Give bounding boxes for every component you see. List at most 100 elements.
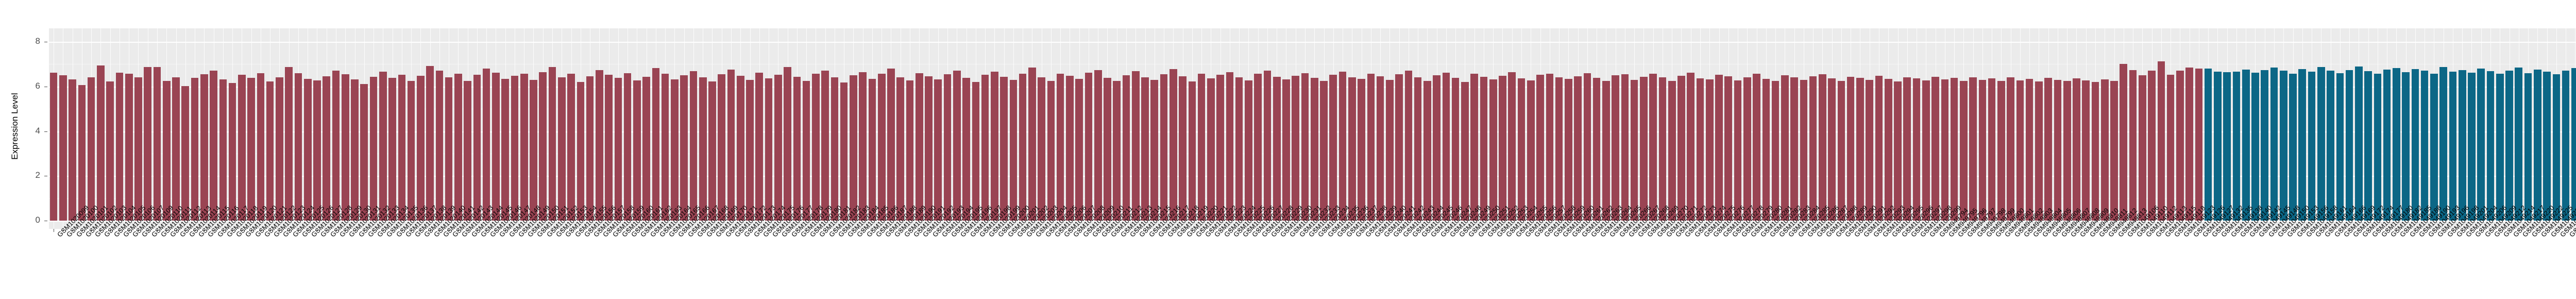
bar[interactable] (1433, 75, 1440, 221)
bar[interactable] (1809, 76, 1817, 221)
bar[interactable] (2298, 69, 2307, 221)
bar[interactable] (934, 79, 942, 221)
bar[interactable] (1555, 77, 1563, 221)
bar[interactable] (868, 79, 876, 221)
bar[interactable] (520, 74, 528, 221)
bar[interactable] (2486, 71, 2495, 221)
bar[interactable] (755, 72, 764, 221)
bar[interactable] (2374, 74, 2382, 221)
bar[interactable] (1207, 78, 1215, 221)
bar[interactable] (1640, 76, 1648, 221)
bar[interactable] (1846, 76, 1855, 221)
bar[interactable] (323, 76, 331, 221)
bar[interactable] (464, 80, 471, 221)
bar[interactable] (257, 73, 265, 221)
bar[interactable] (2035, 81, 2043, 221)
bar[interactable] (1790, 77, 1798, 221)
bar[interactable] (435, 71, 444, 221)
bar[interactable] (831, 77, 839, 221)
bar[interactable] (1310, 78, 1318, 221)
bar[interactable] (1602, 81, 1610, 221)
bar[interactable] (1094, 70, 1102, 221)
bar[interactable] (2139, 75, 2146, 221)
bar[interactable] (303, 78, 312, 221)
bar[interactable] (181, 86, 190, 221)
bar[interactable] (2016, 80, 2024, 221)
bar[interactable] (294, 73, 302, 221)
bar[interactable] (1226, 72, 1234, 221)
bar[interactable] (332, 70, 340, 221)
bar[interactable] (2148, 71, 2156, 221)
bar[interactable] (1499, 75, 1506, 221)
bar[interactable] (1527, 80, 1535, 221)
bar[interactable] (2393, 68, 2400, 221)
bar[interactable] (1254, 74, 1262, 221)
bar[interactable] (727, 69, 735, 221)
bar[interactable] (1649, 74, 1657, 221)
bar[interactable] (1922, 80, 1930, 221)
bar[interactable] (2552, 74, 2561, 221)
bar[interactable] (1141, 77, 1149, 221)
bar[interactable] (652, 68, 660, 221)
bar[interactable] (59, 75, 67, 221)
bar[interactable] (106, 81, 114, 221)
bar[interactable] (1828, 78, 1836, 221)
bar[interactable] (511, 75, 519, 221)
bar[interactable] (981, 75, 989, 221)
bar[interactable] (1866, 79, 1874, 221)
bar[interactable] (1837, 80, 1845, 221)
bar[interactable] (2515, 68, 2523, 221)
bar[interactable] (1884, 79, 1892, 221)
bar[interactable] (586, 76, 594, 221)
bar[interactable] (1997, 81, 2005, 221)
bar[interactable] (1677, 75, 1685, 221)
bar[interactable] (1038, 77, 1045, 221)
bar[interactable] (2232, 72, 2241, 221)
bar[interactable] (200, 74, 208, 221)
bar[interactable] (1292, 75, 1300, 221)
bar[interactable] (943, 74, 952, 221)
bar[interactable] (1630, 79, 1638, 221)
bar[interactable] (2261, 70, 2269, 221)
bar[interactable] (2562, 71, 2570, 221)
bar[interactable] (1084, 72, 1093, 221)
bar[interactable] (906, 80, 914, 221)
bar[interactable] (2242, 69, 2250, 221)
bar[interactable] (1856, 78, 1864, 221)
bar[interactable] (2524, 73, 2532, 221)
bar[interactable] (1536, 75, 1544, 221)
bar[interactable] (1047, 81, 1055, 221)
bar[interactable] (530, 79, 537, 221)
bar[interactable] (1000, 76, 1008, 221)
bar[interactable] (1150, 79, 1159, 221)
bar[interactable] (2439, 67, 2447, 221)
bar[interactable] (445, 77, 453, 221)
bar[interactable] (2110, 81, 2118, 221)
bar[interactable] (1338, 72, 1347, 221)
bar[interactable] (2449, 72, 2457, 221)
bar[interactable] (2054, 79, 2062, 221)
bar[interactable] (162, 80, 171, 221)
bar[interactable] (567, 73, 575, 221)
bar[interactable] (398, 75, 406, 221)
bar[interactable] (87, 77, 95, 221)
bar[interactable] (577, 82, 585, 221)
bar[interactable] (2571, 68, 2576, 221)
bar[interactable] (501, 79, 510, 221)
bar[interactable] (144, 67, 152, 221)
bar[interactable] (1301, 73, 1309, 221)
bar[interactable] (1715, 75, 1723, 221)
bar[interactable] (896, 77, 905, 221)
bar[interactable] (1442, 72, 1450, 221)
bar[interactable] (1122, 75, 1130, 221)
bar[interactable] (623, 73, 632, 221)
bar[interactable] (1724, 76, 1733, 221)
bar[interactable] (1960, 80, 1968, 221)
bar[interactable] (925, 76, 933, 221)
bar[interactable] (2176, 70, 2184, 221)
bar[interactable] (2364, 71, 2372, 221)
bar[interactable] (1978, 79, 1987, 221)
bar[interactable] (1819, 74, 1826, 221)
bar[interactable] (2308, 72, 2316, 221)
bar[interactable] (2496, 74, 2504, 221)
